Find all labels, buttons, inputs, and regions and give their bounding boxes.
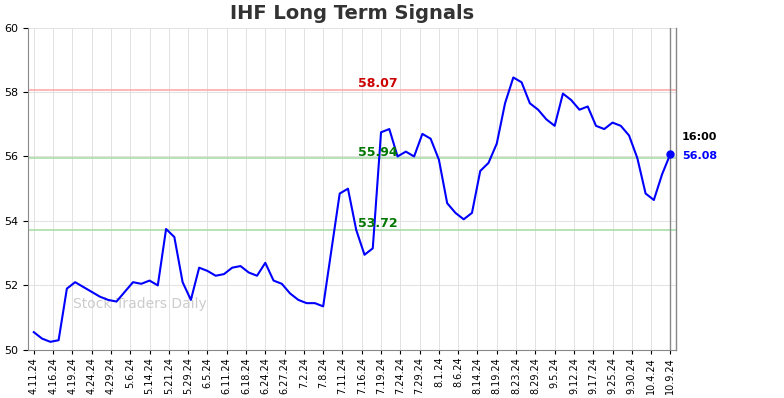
Title: IHF Long Term Signals: IHF Long Term Signals — [230, 4, 474, 23]
Text: 58.07: 58.07 — [358, 77, 397, 90]
Text: 53.72: 53.72 — [358, 217, 397, 230]
Text: 56.08: 56.08 — [682, 151, 717, 162]
Text: 55.94: 55.94 — [358, 146, 397, 159]
Text: 16:00: 16:00 — [682, 132, 717, 142]
Text: Stock Traders Daily: Stock Traders Daily — [74, 297, 207, 311]
